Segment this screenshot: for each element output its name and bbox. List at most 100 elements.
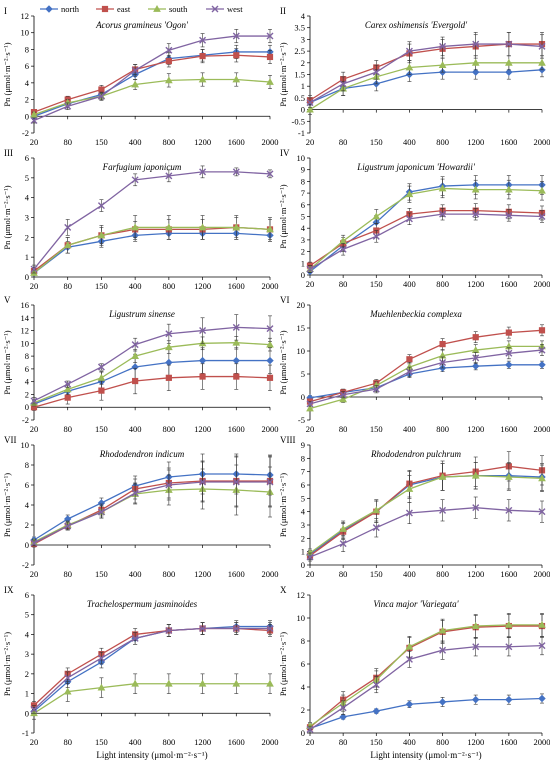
y-tick-label: 3 xyxy=(301,235,305,245)
data-point xyxy=(538,694,546,703)
x-tick-label: 80 xyxy=(63,424,72,434)
y-axis-label: Pn (μmol·m⁻²·s⁻¹) xyxy=(278,184,288,248)
data-point xyxy=(405,642,414,650)
x-tick-label: 80 xyxy=(63,281,72,291)
x-tick-label: 80 xyxy=(339,279,348,289)
data-point xyxy=(339,391,347,399)
y-tick-label: 6 xyxy=(301,200,305,210)
data-point xyxy=(505,361,513,369)
data-point xyxy=(538,42,546,50)
x-tick-label: 80 xyxy=(339,737,348,747)
series-line xyxy=(309,625,542,728)
data-point xyxy=(63,241,72,249)
data-point xyxy=(472,354,480,362)
series-line xyxy=(33,54,271,113)
y-tick-label: -1 xyxy=(298,128,305,138)
y-tick-label: 2 xyxy=(25,95,29,105)
y-tick-label: 10 xyxy=(297,346,306,356)
series-west xyxy=(306,636,546,734)
x-tick-label: 20 xyxy=(30,281,39,291)
series-line xyxy=(309,507,543,558)
y-tick-label: 2 xyxy=(301,705,305,715)
series-line xyxy=(33,171,271,270)
x-tick-label: 150 xyxy=(95,569,108,579)
y-tick-label: 7 xyxy=(301,188,305,198)
legend-label: west xyxy=(227,4,243,14)
x-tick-label: 400 xyxy=(129,737,142,747)
data-point xyxy=(306,105,314,113)
y-tick-label: 10 xyxy=(21,338,30,348)
x-tick-label: 1600 xyxy=(500,137,517,147)
series-line xyxy=(33,473,271,541)
data-point xyxy=(199,373,206,380)
x-tick-label: 2000 xyxy=(534,424,550,434)
x-tick-label: 150 xyxy=(370,137,383,147)
y-tick-label: 14 xyxy=(21,313,30,323)
data-point xyxy=(30,397,38,405)
data-point xyxy=(131,341,139,349)
x-tick-label: 2000 xyxy=(534,737,550,747)
data-point xyxy=(505,349,513,357)
data-point xyxy=(199,36,207,44)
data-point xyxy=(439,210,447,218)
data-point xyxy=(505,40,513,48)
data-point xyxy=(472,210,480,218)
data-point xyxy=(405,63,414,71)
panel-title: Ligustrum sinense xyxy=(108,309,175,319)
data-point xyxy=(339,80,347,88)
y-tick-label: 6 xyxy=(25,153,29,163)
data-point xyxy=(266,32,274,40)
data-point xyxy=(339,395,347,403)
data-point xyxy=(266,374,274,381)
y-tick-label: 2 xyxy=(301,247,305,257)
series-line xyxy=(309,43,543,104)
data-point xyxy=(64,522,72,530)
data-point xyxy=(132,377,139,385)
data-point xyxy=(232,625,240,633)
data-point xyxy=(538,474,546,482)
data-point xyxy=(165,330,173,338)
panel-label: VII xyxy=(4,435,17,445)
series-line xyxy=(309,213,543,270)
data-point xyxy=(306,726,314,734)
data-point xyxy=(97,683,106,691)
data-point xyxy=(131,679,139,687)
legend-marker xyxy=(45,5,53,13)
data-point xyxy=(339,524,347,532)
x-tick-label: 2000 xyxy=(262,737,279,747)
data-point xyxy=(438,626,447,634)
x-tick-label: 800 xyxy=(162,569,175,579)
y-tick-label: 15 xyxy=(297,323,306,333)
data-point xyxy=(505,643,513,651)
series-west xyxy=(306,344,546,408)
y-tick-label: 10 xyxy=(297,613,306,623)
y-tick-label: 3.5 xyxy=(294,23,305,33)
data-point xyxy=(131,352,139,360)
data-point xyxy=(165,343,173,351)
data-point xyxy=(232,338,241,346)
data-point xyxy=(98,86,105,93)
y-tick-label: 4 xyxy=(301,223,306,233)
x-tick-label: 20 xyxy=(306,737,315,747)
data-point xyxy=(97,654,105,662)
data-point xyxy=(64,394,71,401)
data-point xyxy=(439,506,447,514)
panel-title: Rhododendron indicum xyxy=(99,449,185,459)
y-tick-label: 2 xyxy=(25,669,29,679)
data-point xyxy=(266,53,274,61)
x-tick-label: 800 xyxy=(436,279,449,289)
y-tick-label: 12 xyxy=(297,590,306,600)
data-point xyxy=(199,625,207,633)
y-axis-label: Pn (μmol·m⁻²·s⁻¹) xyxy=(278,42,288,106)
data-point xyxy=(505,329,512,336)
legend-label: north xyxy=(61,4,80,14)
y-tick-label: 8 xyxy=(301,636,305,646)
series-line xyxy=(309,209,543,267)
x-tick-label: 1600 xyxy=(500,424,517,434)
data-point xyxy=(438,698,447,706)
data-point xyxy=(30,705,38,713)
y-tick-label: 2.5 xyxy=(294,46,305,56)
x-tick-label: 150 xyxy=(95,737,108,747)
series-west xyxy=(306,496,546,562)
